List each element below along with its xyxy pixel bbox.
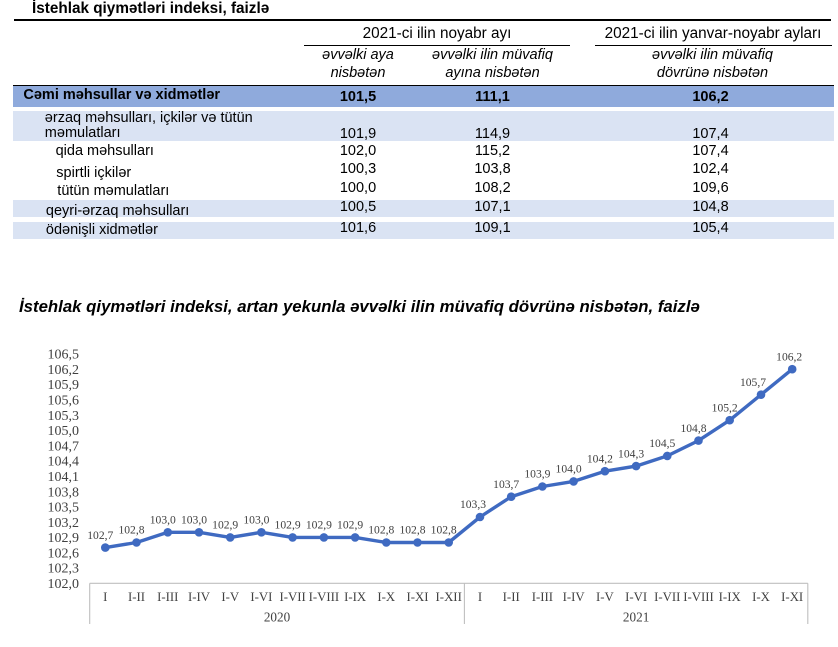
svg-text:103,0: 103,0	[243, 514, 269, 527]
svg-text:102,8: 102,8	[431, 524, 457, 537]
svg-text:104,8: 104,8	[680, 422, 706, 435]
svg-text:I-VII: I-VII	[279, 590, 305, 604]
svg-text:105,0: 105,0	[48, 424, 80, 439]
svg-text:106,2: 106,2	[48, 363, 80, 378]
svg-text:I-VI: I-VI	[250, 590, 272, 604]
svg-text:102,0: 102,0	[48, 577, 80, 592]
svg-text:104,5: 104,5	[649, 437, 675, 450]
svg-text:102,6: 102,6	[48, 546, 80, 561]
svg-text:102,9: 102,9	[212, 519, 238, 532]
svg-text:I-XI: I-XI	[406, 590, 428, 604]
svg-text:102,9: 102,9	[306, 519, 332, 532]
svg-text:102,9: 102,9	[337, 519, 363, 532]
svg-text:I-XI: I-XI	[781, 590, 803, 604]
svg-text:103,9: 103,9	[524, 468, 550, 481]
svg-text:I-VII: I-VII	[654, 590, 680, 604]
svg-text:I-II: I-II	[128, 590, 145, 604]
svg-text:106,2: 106,2	[776, 350, 802, 363]
svg-text:104,0: 104,0	[556, 463, 582, 476]
svg-text:I-IV: I-IV	[188, 590, 211, 604]
svg-text:I-VIII: I-VIII	[309, 590, 340, 604]
svg-text:2020: 2020	[264, 610, 291, 625]
svg-text:103,7: 103,7	[493, 478, 519, 491]
svg-text:103,0: 103,0	[181, 514, 207, 527]
svg-text:102,8: 102,8	[368, 524, 394, 537]
svg-text:104,4: 104,4	[48, 455, 80, 470]
svg-text:I-IX: I-IX	[344, 590, 367, 604]
svg-text:I-II: I-II	[503, 590, 520, 604]
svg-text:103,3: 103,3	[460, 498, 486, 511]
svg-text:106,5: 106,5	[48, 348, 80, 363]
svg-text:103,0: 103,0	[150, 514, 176, 527]
svg-text:102,8: 102,8	[399, 524, 425, 537]
svg-text:I: I	[103, 590, 107, 604]
svg-text:105,7: 105,7	[740, 376, 766, 389]
svg-text:I-VI: I-VI	[625, 590, 647, 604]
svg-text:I-III: I-III	[532, 590, 553, 604]
svg-text:I-IV: I-IV	[563, 590, 586, 604]
svg-text:104,3: 104,3	[618, 447, 644, 460]
svg-text:I-X: I-X	[752, 590, 771, 604]
svg-text:I: I	[478, 590, 482, 604]
svg-text:103,8: 103,8	[48, 485, 80, 500]
svg-text:102,7: 102,7	[87, 529, 113, 542]
svg-text:I-V: I-V	[596, 590, 615, 604]
svg-text:I-III: I-III	[157, 590, 178, 604]
svg-text:103,5: 103,5	[48, 501, 80, 516]
svg-text:104,7: 104,7	[48, 439, 80, 454]
svg-text:102,9: 102,9	[48, 531, 80, 546]
svg-text:105,2: 105,2	[712, 401, 738, 414]
svg-text:I-VIII: I-VIII	[683, 590, 714, 604]
svg-text:102,3: 102,3	[48, 562, 80, 577]
svg-text:2021: 2021	[623, 610, 649, 625]
svg-text:105,9: 105,9	[48, 378, 80, 393]
svg-text:I-IX: I-IX	[719, 590, 742, 604]
svg-text:104,2: 104,2	[587, 452, 613, 465]
svg-text:103,2: 103,2	[48, 516, 80, 531]
svg-text:105,3: 105,3	[48, 409, 80, 424]
svg-text:102,8: 102,8	[118, 524, 144, 537]
svg-text:105,6: 105,6	[48, 394, 80, 409]
svg-text:I-XII: I-XII	[436, 590, 462, 604]
svg-text:I-X: I-X	[377, 590, 396, 604]
svg-text:102,9: 102,9	[275, 519, 301, 532]
svg-text:I-V: I-V	[221, 590, 240, 604]
svg-text:104,1: 104,1	[48, 470, 80, 485]
